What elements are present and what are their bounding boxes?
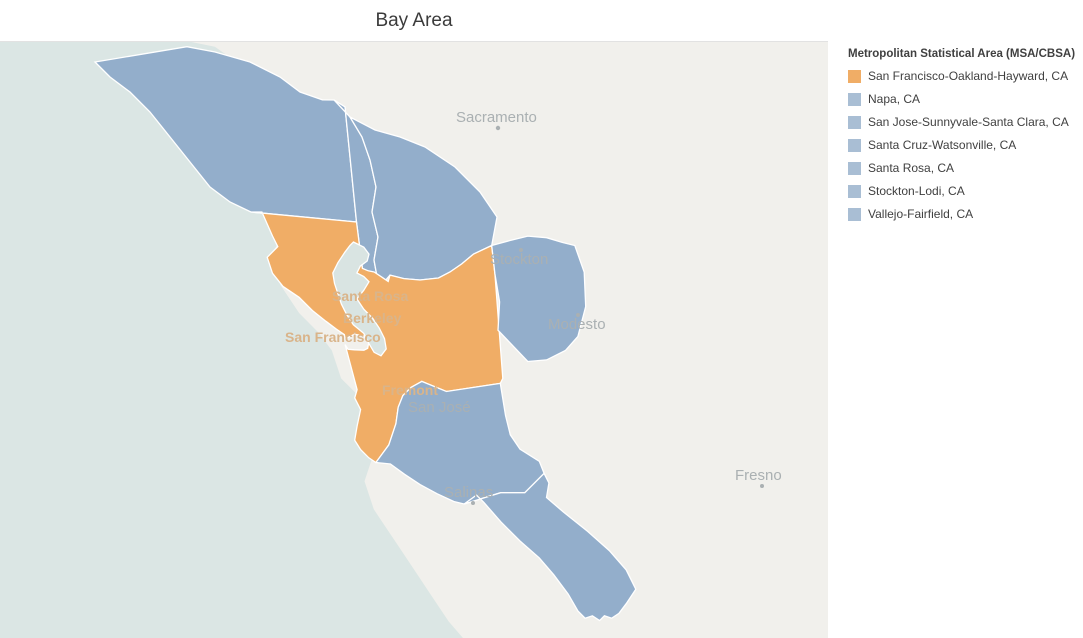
svg-text:Stockton: Stockton xyxy=(490,251,548,268)
svg-text:Berkeley: Berkeley xyxy=(343,310,402,326)
svg-text:Santa Rosa: Santa Rosa xyxy=(332,288,408,304)
svg-text:Salinas: Salinas xyxy=(444,484,493,501)
svg-text:Sacramento: Sacramento xyxy=(456,109,537,126)
svg-text:San Francisco: San Francisco xyxy=(285,329,381,345)
svg-text:Modesto: Modesto xyxy=(548,316,606,333)
svg-text:San José: San José xyxy=(408,399,471,416)
svg-text:Fresno: Fresno xyxy=(735,467,782,484)
svg-text:Fremont: Fremont xyxy=(382,382,438,398)
